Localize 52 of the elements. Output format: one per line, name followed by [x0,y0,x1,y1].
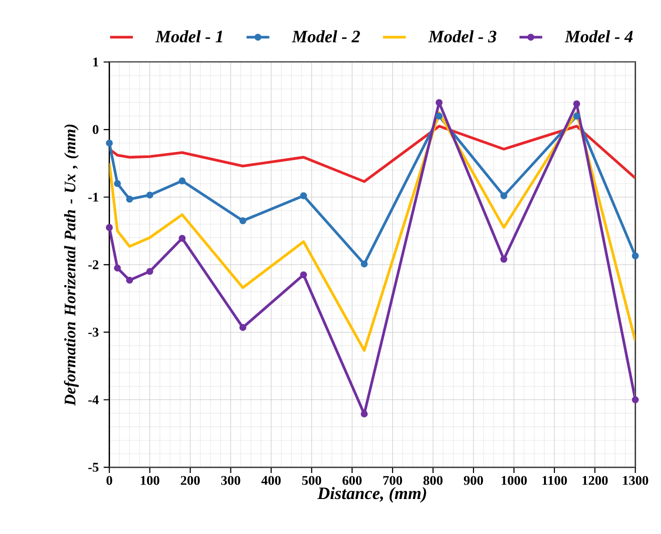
x-tick-label: 1100 [542,476,567,485]
y-tick-label: -5 [88,462,98,472]
point [500,256,508,263]
x-tick-label: 1200 [582,476,608,485]
point [126,196,134,203]
line-series [109,124,636,183]
x-tick-label: 0 [106,476,112,485]
point [573,112,580,120]
point [114,180,121,188]
x-tick-label: 500 [302,476,322,485]
x-tick-label: 100 [140,476,160,485]
x-tick-label: 300 [221,476,240,485]
point [106,140,113,147]
point [146,268,154,275]
x-tick-label: 800 [423,476,443,485]
y-tick-label: -2 [88,260,98,270]
point [106,224,113,231]
legend-label: Model - 3 [428,30,496,42]
point [146,192,154,199]
point [239,324,246,331]
legend-label: Model - 1 [155,30,222,42]
x-tick-label: 1300 [623,476,648,485]
y-tick-label: 0 [92,125,98,134]
y-tick-label: 1 [93,58,98,66]
x-tick-label: 600 [342,476,362,485]
x-tick-label: 200 [180,476,200,485]
point [360,410,368,418]
point [300,271,308,278]
x-axis-title: Distance, (mm) [317,486,426,503]
point [500,192,508,200]
point [178,234,186,242]
legend-label: Model - 2 [292,30,360,42]
y-tick-label: -3 [88,328,98,337]
x-tick-label: 700 [383,476,402,485]
legend-label: Model - 4 [564,30,633,42]
point [436,112,443,120]
point [632,252,639,260]
point [126,276,134,284]
point [632,396,639,404]
x-tick-label: 1000 [502,476,527,485]
point [573,100,580,108]
x-tick-label: 900 [464,476,483,485]
point [360,260,368,268]
point [114,264,121,272]
point [178,177,186,184]
point [239,217,246,224]
point [300,192,308,200]
y-tick-label: -1 [88,192,98,202]
y-axis-title: Deformation Horizental Path - Ux , (mm) [64,124,79,406]
x-tick-label: 400 [261,476,281,485]
point [436,99,443,106]
y-tick-label: -4 [88,395,99,404]
